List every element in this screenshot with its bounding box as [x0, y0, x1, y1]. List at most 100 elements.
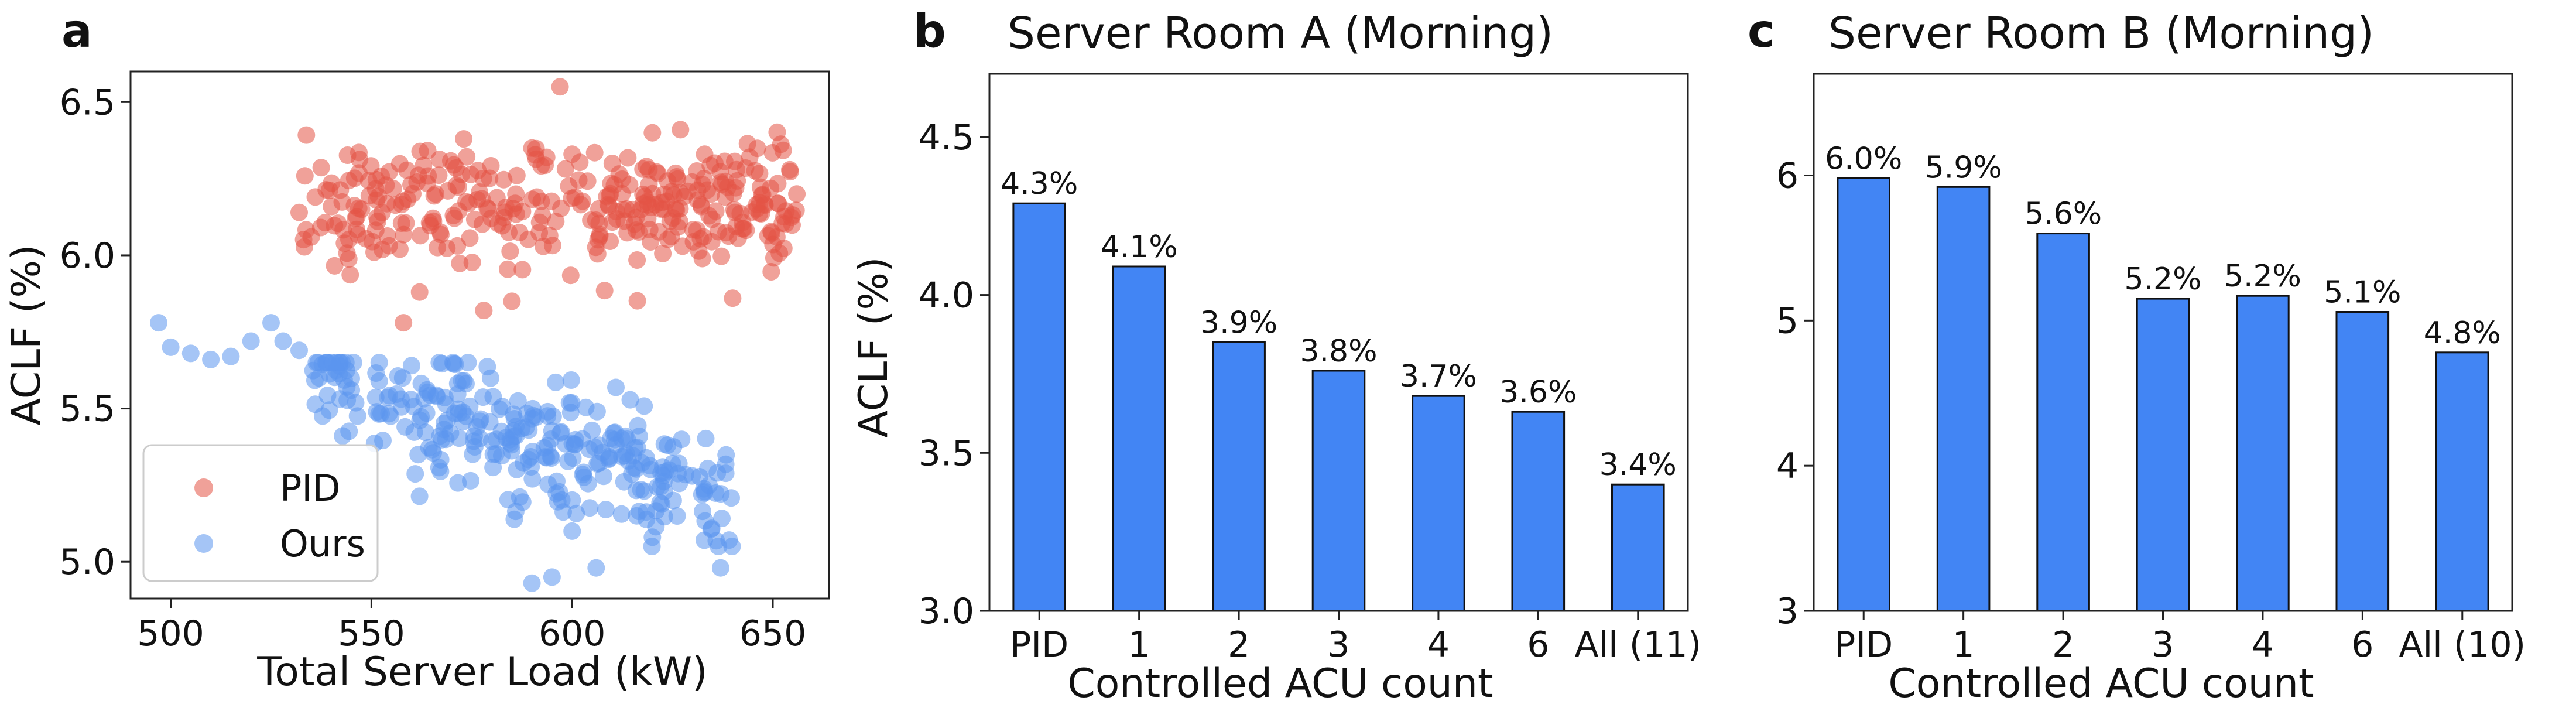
scatter-point-pid-342: [395, 314, 413, 332]
bar-value-label-c-6: 4.8%: [2424, 316, 2501, 351]
scatter-point-ours-291: [474, 388, 492, 406]
scatter-point-pid-185: [628, 251, 646, 269]
scatter-point-ours-211: [710, 538, 728, 555]
scatter-point-pid-354: [523, 139, 541, 157]
scatter-point-ours-259: [433, 355, 451, 373]
scatter-point-ours-215: [446, 356, 464, 374]
scatter-point-pid-173: [735, 220, 753, 238]
scatter-point-pid-204: [618, 224, 636, 242]
scatter-point-pid-38: [499, 260, 517, 278]
scatter-point-pid-257: [532, 192, 550, 210]
scatter-point-pid-246: [582, 211, 600, 229]
scatter-point-pid-123: [501, 242, 519, 261]
scatter-point-pid-259: [530, 224, 549, 242]
scatter-point-ours-281: [683, 467, 701, 485]
bar-b-3: [1311, 370, 1366, 612]
scatter-point-pid-296: [570, 171, 588, 189]
y-tick-label-a: 5.5: [60, 389, 115, 430]
scatter-point-ours-71: [478, 358, 496, 376]
scatter-point-ours-257: [519, 450, 537, 469]
scatter-point-ours-230: [416, 423, 434, 442]
scatter-point-pid-346: [643, 124, 662, 142]
scatter-point-ours-318: [696, 482, 714, 500]
scatter-point-ours-40: [406, 465, 424, 483]
scatter-point-ours-303: [202, 350, 220, 368]
panel-letter-c: c: [1748, 5, 1775, 58]
bar-value-label-b-0: 4.3%: [1001, 166, 1078, 201]
ticks-a: 550 600 650 500 5.0 5.5 6.0 6.5: [60, 82, 807, 654]
scatter-point-pid-325: [465, 210, 484, 228]
scatter-point-pid-229: [690, 242, 708, 260]
x-tick-label-b-1: 1: [1128, 624, 1150, 665]
scatter-point-ours-295: [340, 422, 358, 440]
scatter-point-pid-35: [619, 149, 637, 167]
scatter-point-pid-256: [478, 199, 496, 217]
scatter-point-pid-297: [345, 169, 364, 187]
scatter-point-ours-102: [508, 460, 526, 478]
scatter-point-pid-199: [751, 165, 769, 183]
y-tick-label-b: 3.0: [919, 591, 974, 632]
scatter-point-ours-279: [617, 444, 635, 462]
scatter-point-pid-322: [341, 266, 359, 284]
x-tick-label-a: 600: [539, 613, 606, 654]
scatter-point-ours-283: [396, 418, 415, 436]
scatter-point-pid-335: [391, 240, 409, 258]
x-tick-label-c-4: 4: [2252, 624, 2274, 665]
scatter-point-ours-301: [162, 338, 180, 356]
scatter-point-pid-245: [695, 169, 713, 187]
scatter-point-ours-305: [242, 332, 260, 350]
scatter-point-ours-293: [670, 474, 688, 493]
scatter-point-pid-338: [639, 210, 657, 228]
panel-a-scatter: a Total Server Load (kW) ACLF (%) 550 600…: [4, 5, 830, 695]
x-tick-label-b-3: 3: [1327, 624, 1349, 665]
scatter-point-pid-168: [595, 282, 614, 300]
scatter-point-pid-329: [613, 184, 631, 203]
x-tick-label-c-0: PID: [1834, 624, 1893, 665]
bar-b-2: [1212, 341, 1266, 612]
scatter-point-pid-344: [551, 78, 569, 96]
bar-b-6: [1611, 483, 1665, 612]
x-tick-label-b-2: 2: [1228, 624, 1250, 665]
bar-c-1: [1936, 186, 1991, 612]
scatter-point-pid-294: [588, 245, 607, 263]
bar-value-label-c-1: 5.9%: [1925, 150, 2002, 185]
scatter-point-ours-288: [457, 375, 475, 393]
scatter-point-ours-155: [723, 538, 741, 555]
bar-c-6: [2435, 351, 2489, 612]
scatter-point-pid-314: [421, 217, 439, 235]
scatter-point-pid-237: [671, 200, 689, 218]
scatter-point-ours-78: [588, 402, 606, 421]
y-tick-label-a: 6.5: [60, 82, 115, 123]
scatter-point-pid-272: [700, 207, 718, 225]
scatter-point-ours-69: [607, 378, 625, 396]
y-axis-label-b: ACLF (%): [851, 257, 897, 437]
y-tick-label-c: 3: [1776, 591, 1799, 632]
scatter-point-pid-304: [398, 161, 416, 179]
scatter-point-pid-340: [290, 203, 308, 221]
scatter-point-pid-324: [703, 233, 721, 251]
legend-label-ours: Ours: [280, 522, 365, 565]
legend-label-pid: PID: [280, 467, 340, 510]
scatter-point-ours-210: [579, 474, 597, 493]
scatter-point-pid-233: [769, 175, 787, 193]
scatter-point-ours-232: [543, 422, 561, 440]
scatter-point-ours-202: [581, 499, 599, 517]
panel-b-bar-chart: b Server Room A (Morning) Controlled ACU…: [851, 5, 1701, 707]
scatter-point-pid-311: [751, 178, 769, 196]
scatter-point-pid-310: [320, 181, 338, 199]
scatter-point-pid-291: [392, 214, 410, 232]
scatter-point-pid-77: [297, 126, 316, 144]
scatter-point-pid-349: [503, 292, 521, 310]
scatter-point-ours-247: [392, 390, 410, 408]
scatter-point-pid-353: [347, 210, 364, 228]
bar-value-label-b-1: 4.1%: [1101, 230, 1178, 265]
scatter-point-ours-277: [505, 428, 523, 446]
scatter-point-pid-278: [408, 173, 426, 191]
scatter-point-ours-235: [563, 491, 581, 509]
scatter-point-pid-23: [712, 247, 731, 265]
scatter-point-pid-345: [455, 130, 473, 148]
scatter-point-pid-142: [654, 244, 672, 262]
scatter-point-pid-136: [556, 160, 574, 178]
x-tick-label-c-3: 3: [2152, 624, 2174, 665]
bar-value-label-b-6: 3.4%: [1599, 447, 1677, 483]
